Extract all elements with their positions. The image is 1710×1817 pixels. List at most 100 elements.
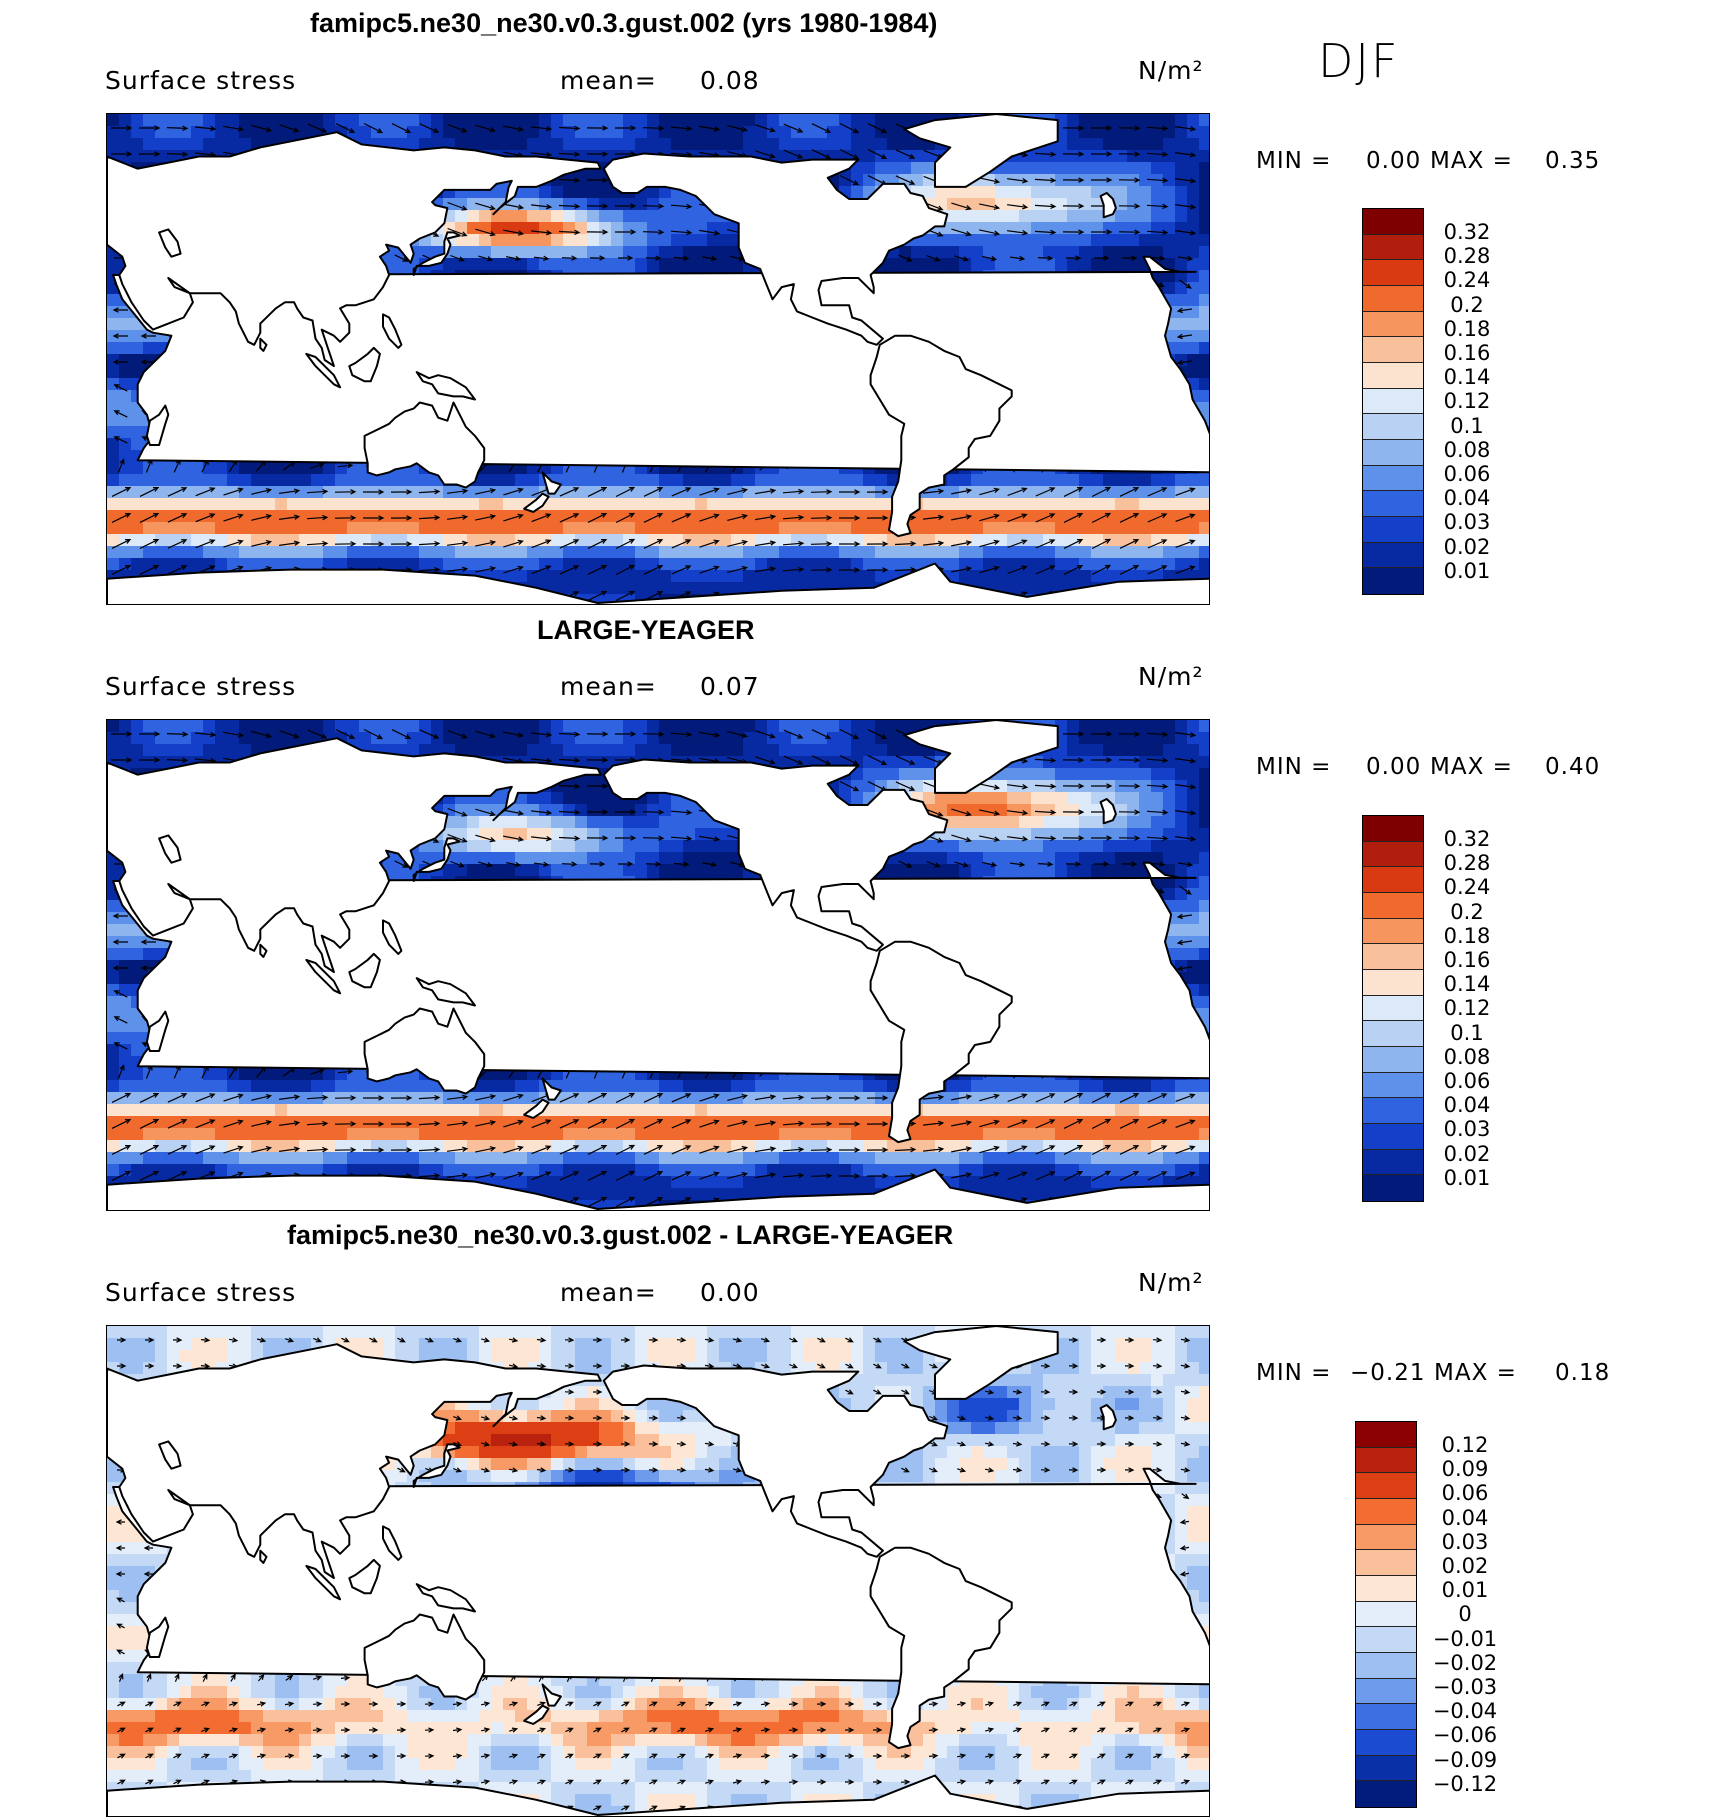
colorbar-tick-label: 0.2 (1417, 294, 1517, 316)
panel-3-units: N/m² (1138, 1268, 1204, 1297)
colorbar-tick-label: 0.1 (1417, 415, 1517, 437)
colorbar-swatch (1363, 491, 1423, 517)
colorbar-swatch (1363, 970, 1423, 996)
colorbar-swatch (1363, 260, 1423, 286)
colorbar-tick-label: 0.02 (1415, 1555, 1515, 1577)
colorbar-tick-label: 0.09 (1415, 1458, 1515, 1480)
panel-1-map (106, 113, 1210, 605)
colorbar-tick-label: 0.16 (1417, 949, 1517, 971)
colorbar-swatch (1356, 1422, 1416, 1448)
colorbar-swatch (1363, 235, 1423, 261)
panel-2-mean-value: 0.07 (700, 672, 760, 701)
colorbar-tick-label: 0.18 (1417, 925, 1517, 947)
colorbar-swatch (1363, 312, 1423, 338)
panel-2-units: N/m² (1138, 662, 1204, 691)
colorbar-tick-label: 0.01 (1417, 560, 1517, 582)
colorbar-tick-label: 0.08 (1417, 439, 1517, 461)
colorbar-tick-label: −0.04 (1415, 1700, 1515, 1722)
colorbar-swatch (1363, 944, 1423, 970)
colorbar-tick-label: 0.02 (1417, 1143, 1517, 1165)
colorbar-tick-label: 0.04 (1415, 1507, 1515, 1529)
colorbar-tick-label: 0.03 (1417, 1118, 1517, 1140)
colorbar-tick-label: 0.06 (1415, 1482, 1515, 1504)
colorbar-swatch (1363, 1073, 1423, 1099)
colorbar-tick-label: 0.32 (1417, 221, 1517, 243)
colorbar-swatch (1363, 919, 1423, 945)
colorbar-tick-label: 0.04 (1417, 1094, 1517, 1116)
panel-2-max-value: 0.40 (1545, 754, 1600, 780)
panel-3-map (106, 1325, 1210, 1817)
panel-1-title: famipc5.ne30_ne30.v0.3.gust.002 (yrs 198… (310, 8, 937, 39)
colorbar-tick-label: −0.01 (1415, 1628, 1515, 1650)
panel-1-max-value: 0.35 (1545, 148, 1600, 174)
colorbar-tick-label: 0.03 (1417, 511, 1517, 533)
colorbar-tick-label: 0.04 (1417, 487, 1517, 509)
colorbar-tick-label: −0.12 (1415, 1773, 1515, 1795)
panel-3-title: famipc5.ne30_ne30.v0.3.gust.002 - LARGE-… (287, 1220, 953, 1251)
panel-3-mean-label: mean= (560, 1278, 657, 1307)
colorbar-tick-label: 0.14 (1417, 973, 1517, 995)
panel-1-min-label: MIN = (1256, 148, 1331, 174)
panel-3-variable: Surface stress (105, 1278, 296, 1307)
panel-3-min-label: MIN = (1256, 1360, 1331, 1386)
colorbar-tick-label: 0.12 (1417, 390, 1517, 412)
colorbar-tick-label: 0.1 (1417, 1022, 1517, 1044)
colorbar-swatch (1356, 1679, 1416, 1705)
colorbar-swatch (1356, 1525, 1416, 1551)
panel-3-mean-value: 0.00 (700, 1278, 760, 1307)
panel-2-min-value: 0.00 (1366, 754, 1421, 780)
panel-2-map (106, 719, 1210, 1211)
colorbar-tick-label: −0.06 (1415, 1724, 1515, 1746)
colorbar-tick-label: 0.12 (1417, 997, 1517, 1019)
colorbar-swatch (1363, 337, 1423, 363)
colorbar-swatch (1363, 893, 1423, 919)
panel-2-title: LARGE-YEAGER (537, 615, 755, 646)
colorbar-swatch (1363, 842, 1423, 868)
panel-3-min-value: −0.21 (1350, 1360, 1425, 1386)
colorbar-swatch (1363, 1021, 1423, 1047)
panel-1-units: N/m² (1138, 56, 1204, 85)
colorbar-swatch (1356, 1704, 1416, 1730)
colorbar-swatch (1363, 363, 1423, 389)
colorbar-swatch (1363, 543, 1423, 569)
colorbar-swatch (1363, 1124, 1423, 1150)
colorbar-swatch (1356, 1627, 1416, 1653)
colorbar-tick-label: −0.03 (1415, 1676, 1515, 1698)
colorbar-swatch (1363, 440, 1423, 466)
colorbar-swatch (1356, 1473, 1416, 1499)
colorbar-tick-label: 0.14 (1417, 366, 1517, 388)
colorbar-swatch (1363, 568, 1423, 594)
colorbar-tick-label: 0.18 (1417, 318, 1517, 340)
colorbar-swatch (1363, 1175, 1423, 1201)
colorbar-tick-label: −0.09 (1415, 1749, 1515, 1771)
panel-3-colorbar (1355, 1421, 1417, 1808)
panel-2-variable: Surface stress (105, 672, 296, 701)
colorbar-swatch (1363, 867, 1423, 893)
colorbar-tick-label: 0.28 (1417, 245, 1517, 267)
colorbar-swatch (1356, 1730, 1416, 1756)
colorbar-swatch (1363, 389, 1423, 415)
panel-1-mean-value: 0.08 (700, 66, 760, 95)
colorbar-swatch (1363, 996, 1423, 1022)
colorbar-tick-label: 0.06 (1417, 463, 1517, 485)
colorbar-swatch (1356, 1550, 1416, 1576)
colorbar-tick-label: 0.12 (1415, 1434, 1515, 1456)
colorbar-swatch (1363, 517, 1423, 543)
colorbar-tick-label: 0 (1415, 1603, 1515, 1625)
colorbar-swatch (1363, 414, 1423, 440)
colorbar-swatch (1363, 1098, 1423, 1124)
colorbar-tick-label: 0.03 (1415, 1531, 1515, 1553)
panel-3-max-label: MAX = (1434, 1360, 1517, 1386)
colorbar-swatch (1356, 1781, 1416, 1807)
colorbar-swatch (1356, 1499, 1416, 1525)
colorbar-tick-label: 0.08 (1417, 1046, 1517, 1068)
colorbar-swatch (1363, 466, 1423, 492)
panel-3-max-value: 0.18 (1555, 1360, 1610, 1386)
colorbar-swatch (1363, 1047, 1423, 1073)
colorbar-tick-label: 0.06 (1417, 1070, 1517, 1092)
colorbar-tick-label: −0.02 (1415, 1652, 1515, 1674)
colorbar-tick-label: 0.2 (1417, 901, 1517, 923)
colorbar-tick-label: 0.24 (1417, 876, 1517, 898)
colorbar-swatch (1363, 286, 1423, 312)
colorbar-tick-label: 0.28 (1417, 852, 1517, 874)
